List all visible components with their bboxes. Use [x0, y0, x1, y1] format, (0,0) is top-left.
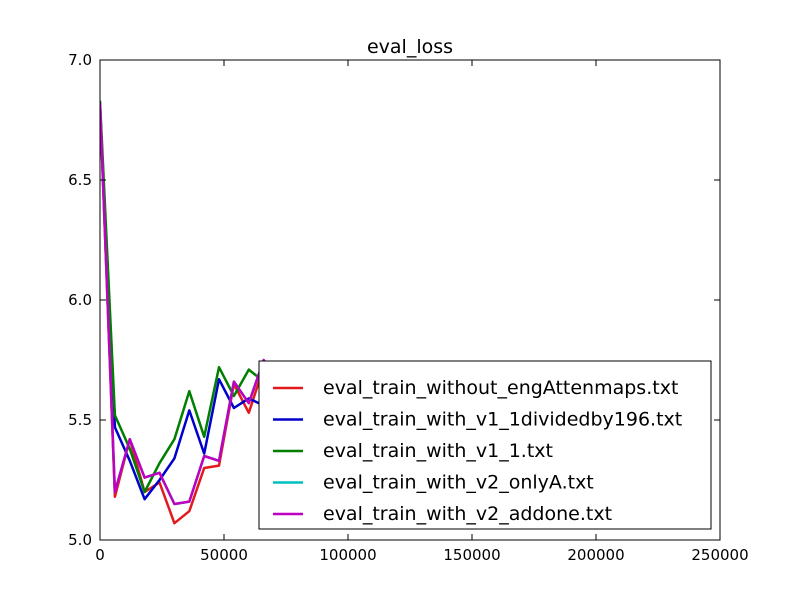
y-tick-label: 5.0	[68, 531, 92, 549]
x-tick-label: 200000	[567, 546, 624, 564]
axis-ticks: 0 50000 100000 150000 200000 250000 5.0 5.5 6.0 6…	[68, 51, 748, 564]
y-tick-label: 6.5	[68, 171, 92, 189]
x-tick-label: 0	[95, 546, 105, 564]
x-tick-label: 150000	[443, 546, 500, 564]
legend-box	[258, 360, 712, 530]
legend-label: eval_train_with_v1_1dividedby196.txt	[323, 409, 682, 431]
y-tick-label: 7.0	[68, 51, 92, 69]
y-tick-label: 5.5	[68, 411, 92, 429]
x-tick-label: 250000	[691, 546, 748, 564]
x-tick-label: 50000	[200, 546, 248, 564]
legend-label: eval_train_with_v2_addone.txt	[323, 503, 612, 525]
plot-frame	[99, 59, 721, 541]
legend-label: eval_train_with_v1_1.txt	[323, 440, 553, 462]
legend-label: eval_train_with_v2_onlyA.txt	[323, 472, 594, 494]
legend: eval_train_without_engAttenmaps.txt eval_…	[258, 360, 712, 530]
chart-title: eval_loss	[367, 36, 453, 58]
y-tick-label: 6.0	[68, 291, 92, 309]
x-tick-label: 100000	[319, 546, 376, 564]
legend-label: eval_train_without_engAttenmaps.txt	[323, 377, 678, 399]
